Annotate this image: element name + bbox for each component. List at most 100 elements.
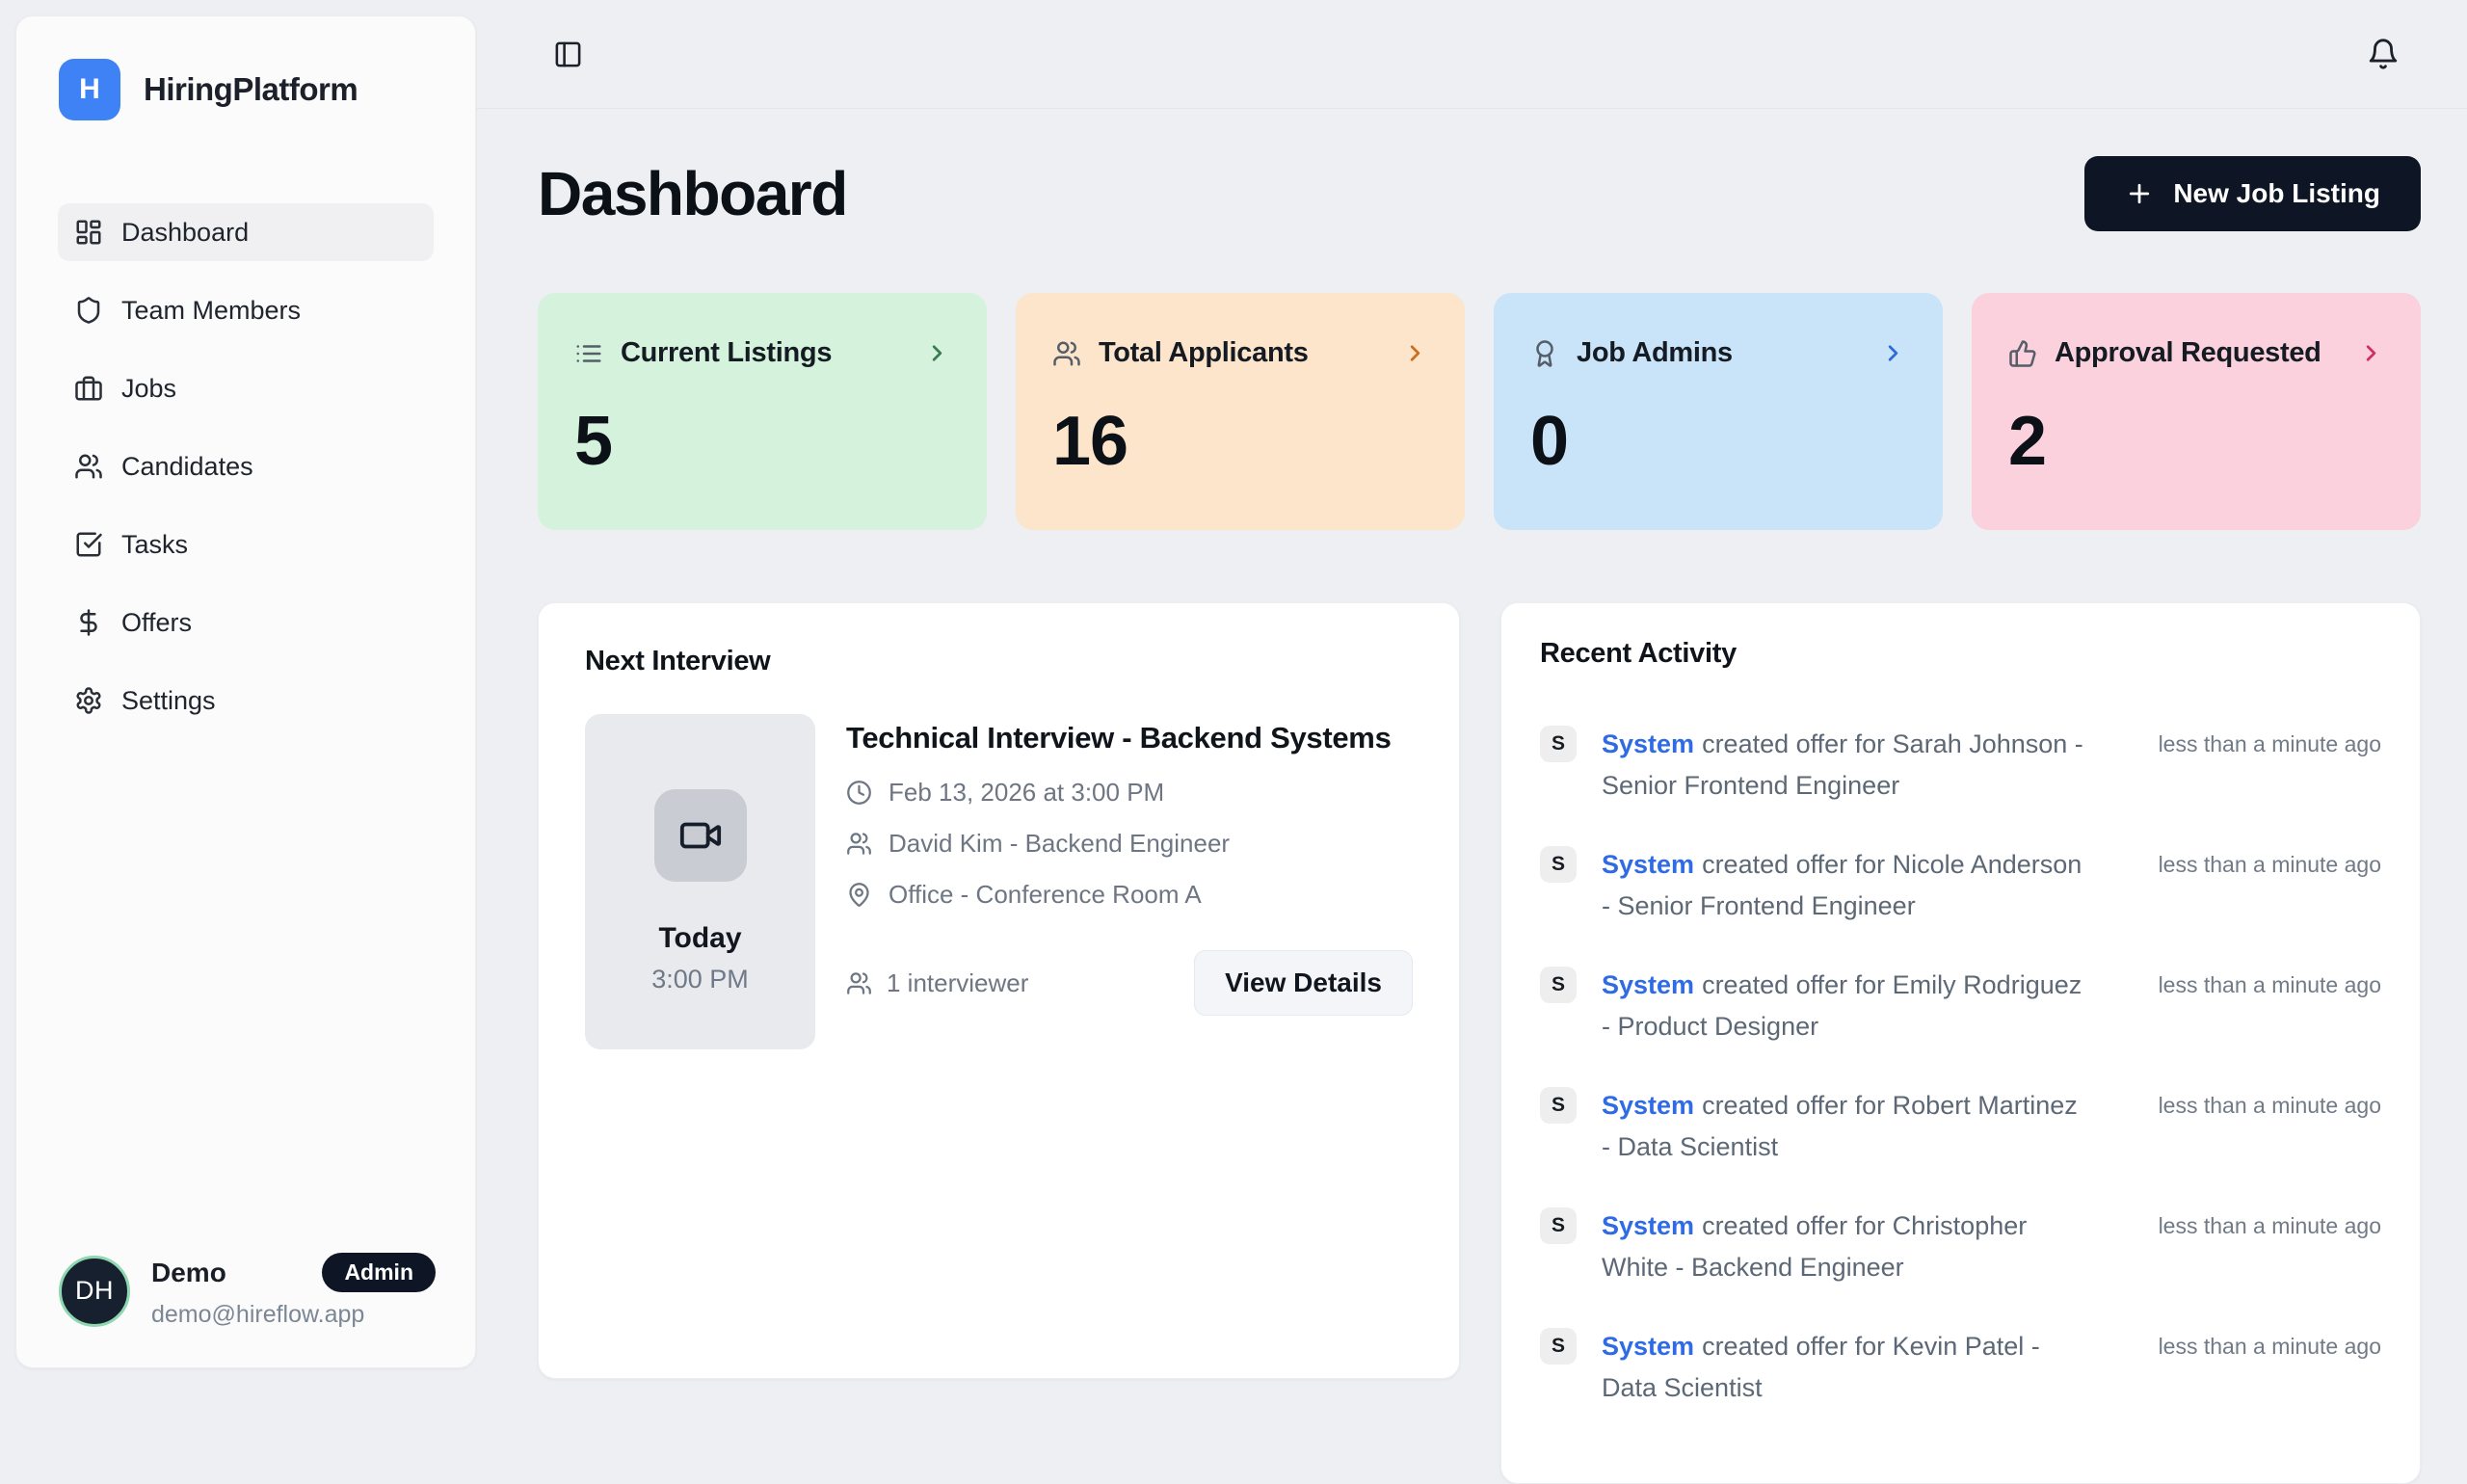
activity-description: created offer for Christopher White - Ba… <box>1602 1211 2028 1282</box>
chevron-right-icon <box>2358 340 2384 366</box>
bell-icon <box>2369 39 2398 69</box>
sidebar-nav: Dashboard Team Members Jobs Candidates T… <box>58 203 434 729</box>
sidebar-item-label: Offers <box>121 607 193 637</box>
activity-actor: System <box>1602 850 1695 879</box>
dollar-icon <box>80 609 97 636</box>
thumbs-up-icon <box>2009 339 2036 367</box>
award-icon <box>1536 339 1553 367</box>
stat-label: Current Listings <box>621 337 833 368</box>
plus-icon <box>2130 183 2150 204</box>
next-interview-heading: Next Interview <box>585 646 771 676</box>
user-name: Demo <box>151 1257 226 1287</box>
activity-item: S System created offer for Kevin Patel - … <box>1540 1326 2381 1409</box>
next-interview-card: Next Interview Today 3:00 PM Technical I… <box>538 602 1460 1379</box>
sidebar-item-candidates[interactable]: Candidates <box>58 437 434 495</box>
activity-item: S System created offer for Sarah Johnson … <box>1540 724 2381 807</box>
activity-actor: System <box>1602 970 1695 999</box>
sidebar-item-label: Tasks <box>121 529 189 559</box>
briefcase-icon <box>75 376 102 401</box>
brand-logo: H <box>59 59 120 120</box>
interview-datetime-row: Feb 13, 2026 at 3:00 PM <box>846 778 1413 808</box>
sidebar-item-dashboard[interactable]: Dashboard <box>58 203 434 261</box>
chevron-right-icon <box>1402 340 1428 366</box>
activity-item: S System created offer for Emily Rodrigue… <box>1540 965 2381 1047</box>
interview-location-row: Office - Conference Room A <box>846 880 1413 910</box>
recent-activity-heading: Recent Activity <box>1540 638 1737 669</box>
sidebar-item-offers[interactable]: Offers <box>58 594 434 651</box>
brand-name: HiringPlatform <box>144 71 358 107</box>
activity-item: S System created offer for Nicole Anderso… <box>1540 844 2381 927</box>
interview-day: Today <box>658 922 742 954</box>
activity-list: S System created offer for Sarah Johnson … <box>1540 724 2381 1409</box>
sidebar-item-label: Settings <box>121 685 216 715</box>
sidebar-item-label: Dashboard <box>121 217 250 247</box>
interview-title: Technical Interview - Backend Systems <box>846 721 1392 755</box>
activity-description: created offer for Nicole Anderson - Seni… <box>1602 850 2082 920</box>
sidebar-item-settings[interactable]: Settings <box>58 672 434 729</box>
interview-date-tile: Today 3:00 PM <box>585 714 815 1049</box>
stat-value: 2 <box>2008 403 2047 480</box>
chevron-right-icon <box>1880 340 1906 366</box>
sidebar-item-label: Jobs <box>121 373 177 403</box>
stat-card-approval-requested[interactable]: Approval Requested 2 <box>1972 293 2421 530</box>
activity-actor: System <box>1602 1332 1695 1361</box>
page-title: Dashboard <box>538 159 848 228</box>
users-icon <box>847 971 871 994</box>
sidebar-user[interactable]: DH Demo Admin demo@hireflow.app <box>59 1253 436 1329</box>
sidebar-item-label: Candidates <box>121 451 253 481</box>
activity-timestamp: less than a minute ago <box>2158 1093 2381 1118</box>
stat-value: 16 <box>1052 403 1128 480</box>
panel-left-icon <box>555 41 581 66</box>
interview-person-row: David Kim - Backend Engineer <box>846 829 1413 859</box>
video-icon <box>653 789 747 882</box>
chevron-right-icon <box>924 340 950 366</box>
sidebar-item-jobs[interactable]: Jobs <box>58 359 434 417</box>
activity-avatar: S <box>1540 1328 1577 1365</box>
user-email: demo@hireflow.app <box>151 1301 365 1328</box>
activity-description: created offer for Sarah Johnson - Senior… <box>1602 729 2083 800</box>
new-job-listing-button[interactable]: New Job Listing <box>2084 156 2421 231</box>
users-icon <box>847 833 871 855</box>
users-icon <box>1053 341 1080 365</box>
notifications-button[interactable] <box>2367 38 2400 70</box>
activity-timestamp: less than a minute ago <box>2158 972 2381 997</box>
activity-description: created offer for Robert Martinez - Data… <box>1602 1091 2078 1161</box>
stat-label: Total Applicants <box>1099 337 1309 368</box>
topbar <box>476 0 2467 109</box>
activity-actor: System <box>1602 1091 1695 1120</box>
activity-avatar: S <box>1540 967 1577 1003</box>
activity-timestamp: less than a minute ago <box>2158 1213 2381 1238</box>
stats-row: Current Listings 5 Total Applicants 16 <box>538 293 2421 530</box>
stat-label: Approval Requested <box>2055 337 2321 368</box>
users-icon <box>75 454 102 479</box>
map-pin-icon <box>849 883 869 907</box>
activity-description: created offer for Emily Rodriguez - Prod… <box>1602 970 2082 1041</box>
role-badge: Admin <box>322 1253 436 1292</box>
activity-avatar: S <box>1540 1207 1577 1244</box>
stat-card-current-listings[interactable]: Current Listings 5 <box>538 293 987 530</box>
activity-avatar: S <box>1540 846 1577 883</box>
stat-value: 0 <box>1530 403 1569 480</box>
gear-icon <box>76 687 101 714</box>
stat-card-job-admins[interactable]: Job Admins 0 <box>1494 293 1943 530</box>
main-area: Dashboard New Job Listing Current Listin… <box>476 0 2467 1484</box>
activity-avatar: S <box>1540 726 1577 762</box>
activity-actor: System <box>1602 1211 1695 1240</box>
sidebar-item-label: Team Members <box>121 295 302 325</box>
sidebar-toggle-button[interactable] <box>553 40 583 69</box>
sidebar: H HiringPlatform Dashboard Team Members … <box>15 15 476 1368</box>
square-check-icon <box>76 532 102 557</box>
sidebar-item-team-members[interactable]: Team Members <box>58 281 434 339</box>
stat-value: 5 <box>574 403 613 480</box>
clock-icon <box>847 781 871 805</box>
activity-timestamp: less than a minute ago <box>2158 852 2381 877</box>
brand: H HiringPlatform <box>16 16 475 120</box>
view-details-button[interactable]: View Details <box>1194 950 1413 1016</box>
list-icon <box>576 344 601 362</box>
activity-avatar: S <box>1540 1087 1577 1124</box>
interview-time: 3:00 PM <box>651 965 749 994</box>
content: Dashboard New Job Listing Current Listin… <box>476 156 2467 1484</box>
stat-label: Job Admins <box>1577 337 1733 368</box>
sidebar-item-tasks[interactable]: Tasks <box>58 516 434 573</box>
stat-card-total-applicants[interactable]: Total Applicants 16 <box>1016 293 1465 530</box>
